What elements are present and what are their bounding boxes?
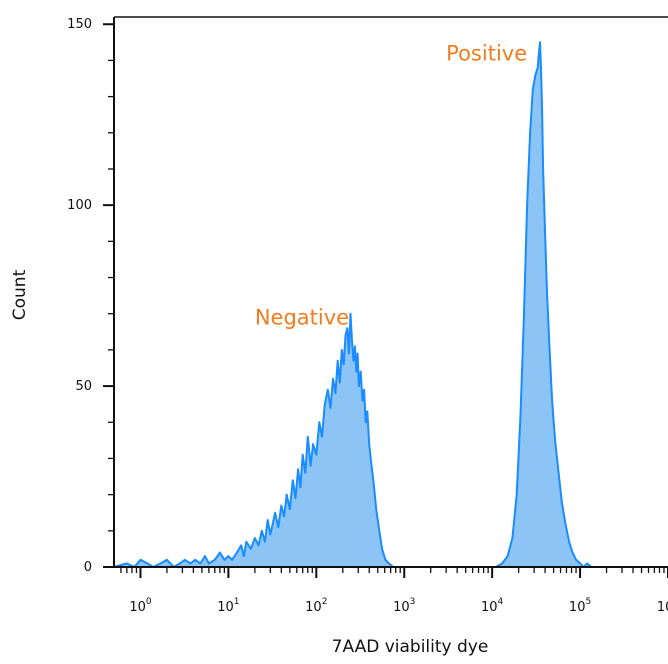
x-tick-label: 102	[305, 597, 327, 615]
x-tick-label: 104	[481, 597, 504, 615]
histogram-area	[114, 42, 668, 568]
histogram-line	[113, 41, 668, 568]
x-tick-label: 106	[657, 597, 668, 615]
axes	[104, 16, 668, 568]
y-tick-label: 100	[67, 198, 92, 213]
y-axis-title: Count	[10, 269, 30, 320]
annotation-positive: Positive	[446, 41, 527, 65]
x-tick-label: 101	[217, 597, 239, 615]
x-tick-label: 103	[393, 597, 415, 615]
x-tick-label: 100	[129, 597, 152, 615]
y-tick-label: 50	[75, 379, 92, 394]
x-axis-ticks: 100 101 102 103 104 105 106	[120, 567, 668, 615]
y-tick-label: 150	[67, 17, 92, 32]
x-axis-title: 7AAD viability dye	[332, 637, 489, 657]
annotation-negative: Negative	[255, 306, 349, 330]
annotations: Negative Positive	[255, 41, 527, 329]
y-axis-ticks: 0 50 100 150	[67, 17, 114, 575]
y-tick-label: 0	[84, 560, 92, 575]
x-tick-label: 105	[569, 597, 591, 615]
